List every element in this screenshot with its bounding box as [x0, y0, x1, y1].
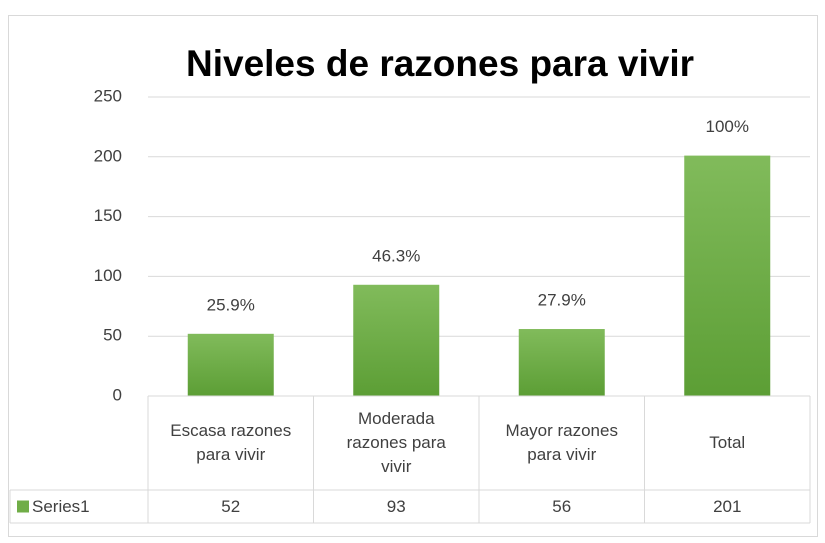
x-tick-label-box: Mayor razones para vivir [505, 421, 618, 464]
bar [353, 284, 440, 396]
data-label: 27.9% [538, 291, 586, 310]
y-tick-label: 200 [94, 146, 122, 165]
y-tick-label: 50 [103, 326, 122, 345]
x-tick-label: Mayor razones para vivir [505, 421, 618, 464]
data-label: 25.9% [207, 295, 255, 314]
bar [187, 333, 274, 396]
x-tick-label-box: Total [709, 433, 746, 452]
bar [518, 329, 605, 396]
data-label: 100% [706, 117, 749, 136]
bar [684, 155, 771, 396]
chart-title: Niveles de razones para vivir [186, 43, 694, 84]
y-tick-label: 250 [94, 86, 122, 105]
legend-swatch [17, 500, 29, 513]
table-cell: 201 [713, 497, 741, 516]
table-cell: 56 [552, 497, 571, 516]
x-tick-label-box: Escasa razones para vivir [170, 421, 292, 464]
table-cell: 52 [221, 497, 240, 516]
y-tick-label: 0 [113, 385, 122, 404]
y-tick-label: 150 [94, 206, 122, 225]
y-tick-label: 100 [94, 266, 122, 285]
table-cell: 93 [387, 497, 406, 516]
x-tick-label: Total [709, 433, 746, 452]
legend-label: Series1 [32, 497, 90, 516]
x-tick-label: Moderada razones para vivir [346, 409, 446, 476]
x-tick-label: Escasa razones para vivir [170, 421, 292, 464]
data-label: 46.3% [372, 246, 420, 265]
x-tick-label-box: Moderada razones para vivir [346, 409, 446, 476]
